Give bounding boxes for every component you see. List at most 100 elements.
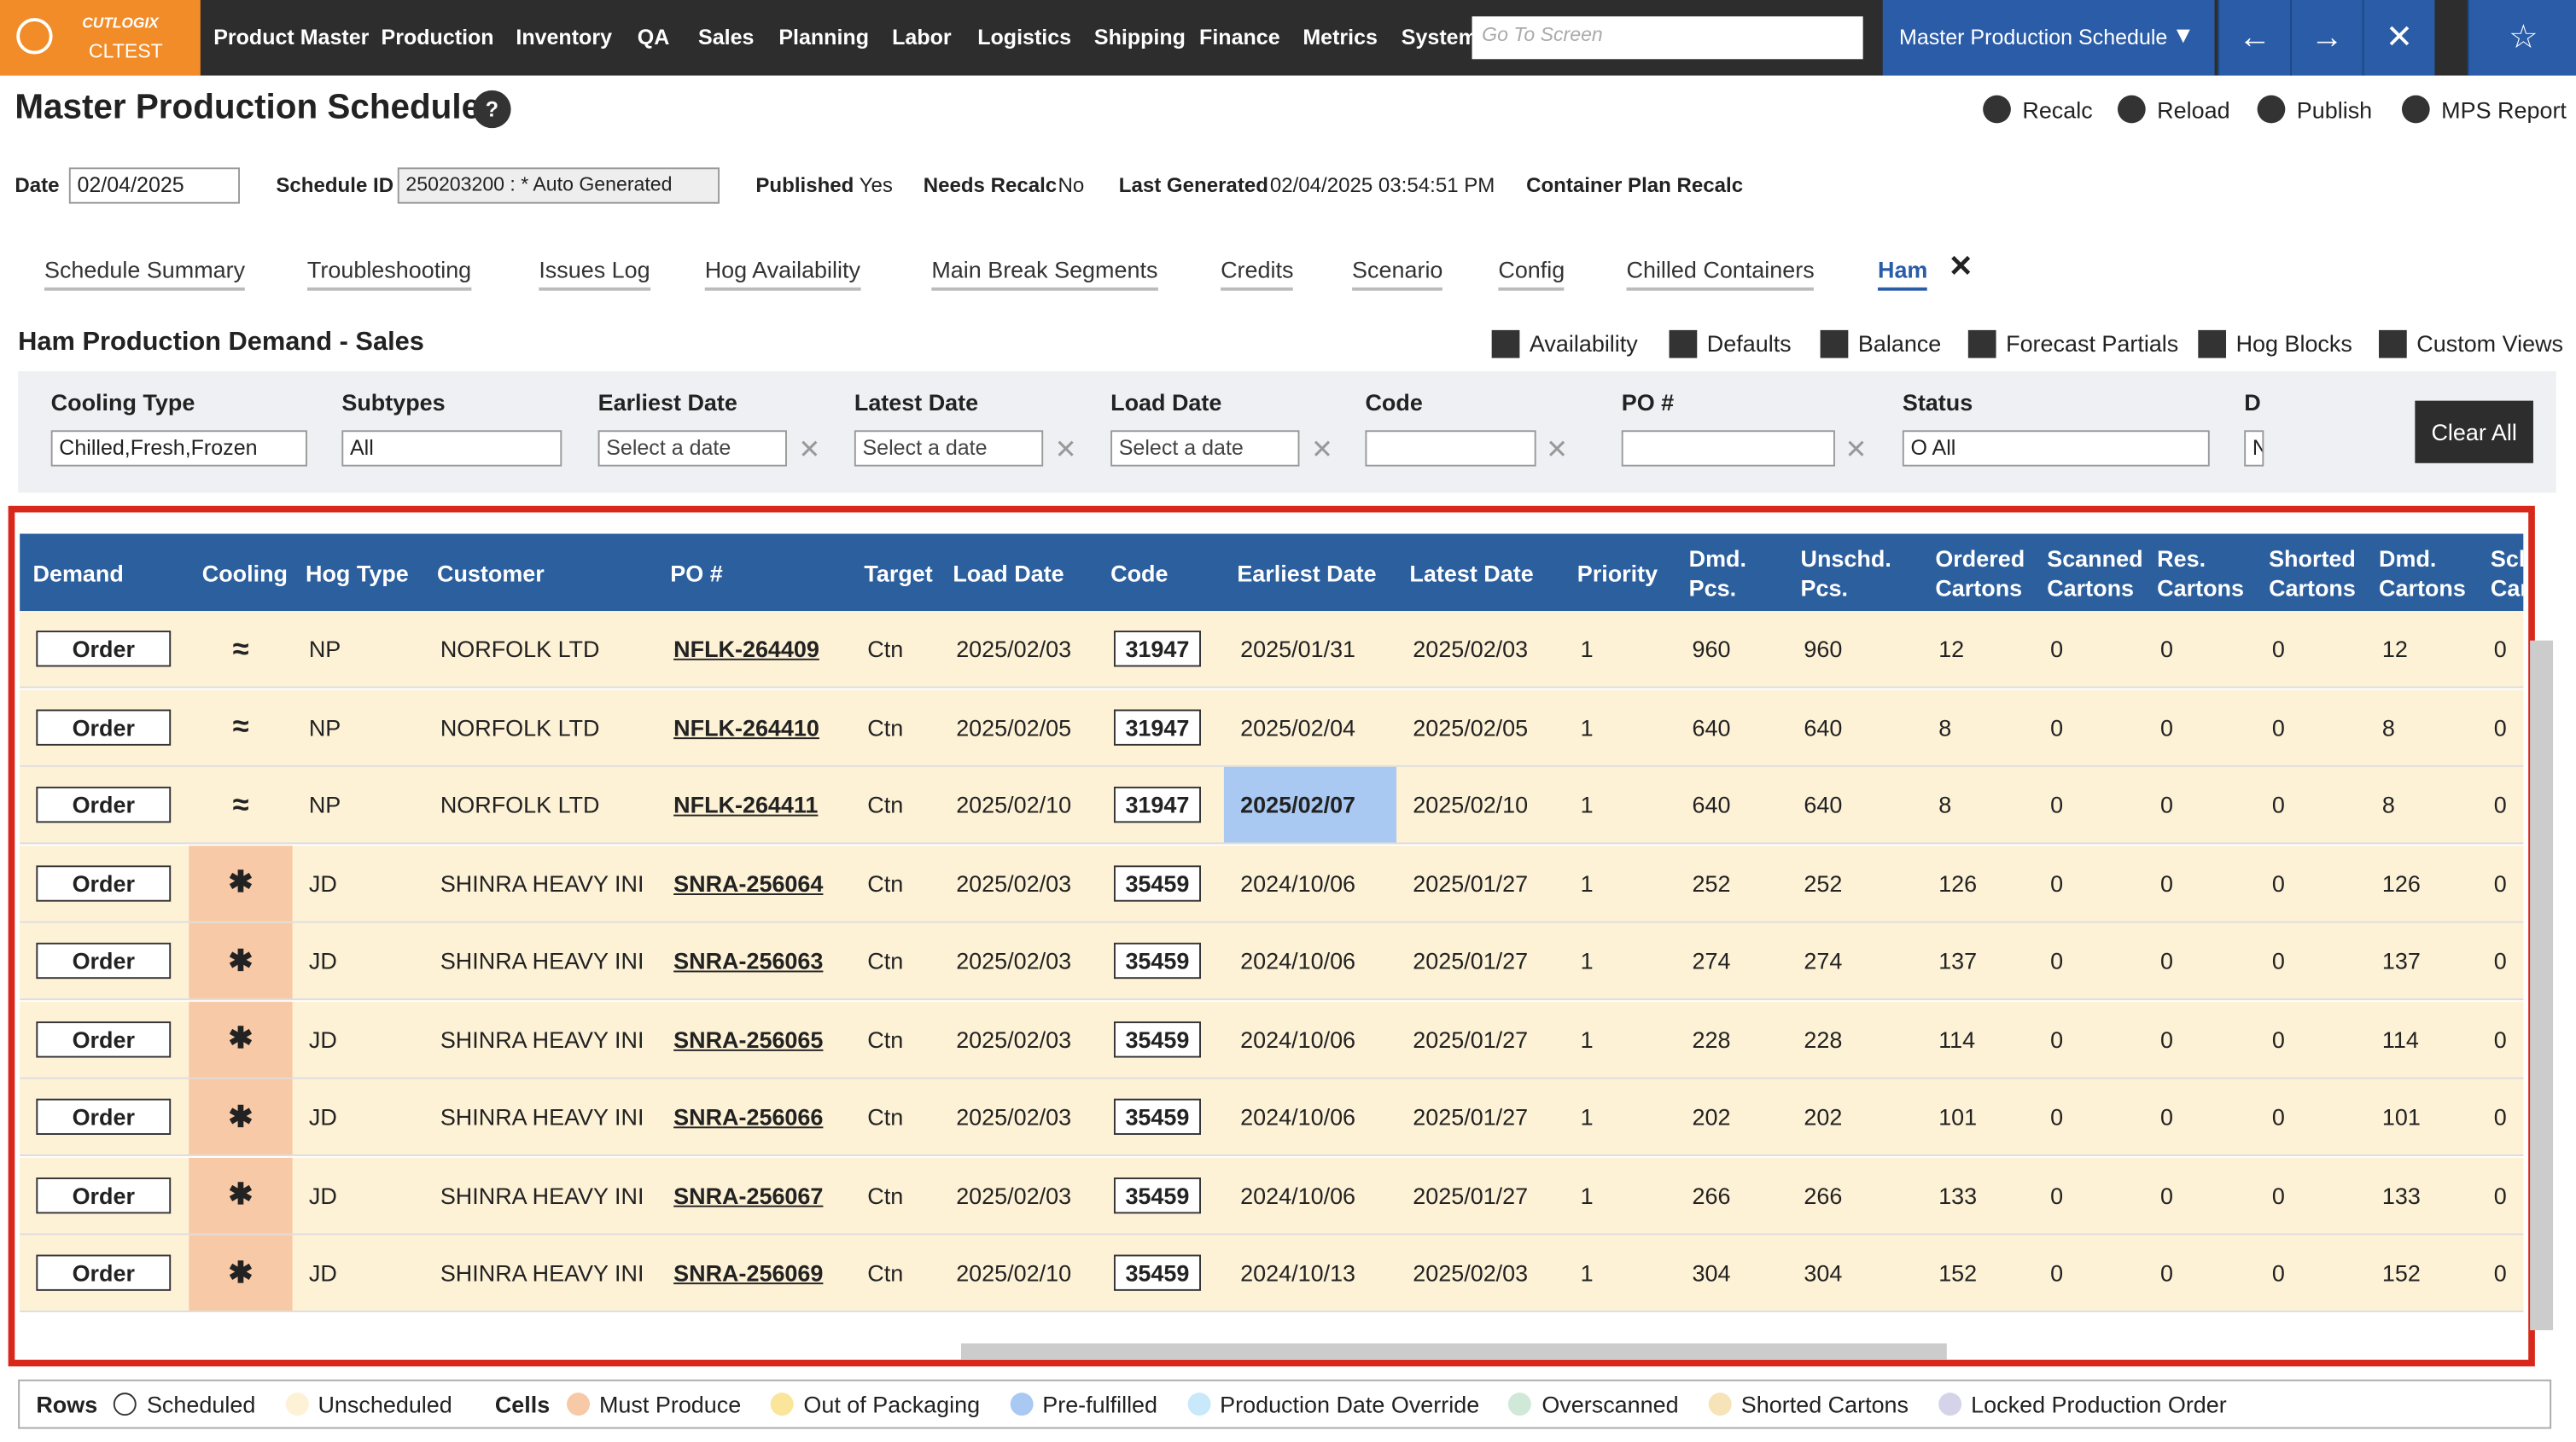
clear-all-button[interactable]: Clear All: [2415, 401, 2533, 463]
action-icon[interactable]: [2258, 96, 2286, 124]
tab[interactable]: Main Break Segments: [931, 256, 1157, 290]
menu-item[interactable]: Metrics: [1303, 25, 1378, 49]
back-button[interactable]: ←: [2218, 0, 2290, 76]
tool-button[interactable]: Availability: [1530, 330, 1638, 357]
po-link[interactable]: SNRA-256064: [673, 869, 823, 896]
order-button[interactable]: Order: [36, 1020, 171, 1056]
column-header[interactable]: Latest Date: [1396, 534, 1564, 611]
po-link[interactable]: SNRA-256066: [673, 1103, 823, 1130]
po-link[interactable]: SNRA-256065: [673, 1026, 823, 1052]
date-input[interactable]: 02/04/2025: [69, 167, 240, 203]
menu-item[interactable]: Inventory: [516, 25, 612, 49]
filter-input[interactable]: [1365, 430, 1536, 466]
column-header[interactable]: Target: [851, 534, 940, 611]
scrollbar-v[interactable]: [2530, 641, 2553, 1330]
po-link[interactable]: NFLK-264409: [673, 636, 819, 662]
column-header[interactable]: Priority: [1564, 534, 1676, 611]
tool-icon[interactable]: [2379, 330, 2407, 358]
filter-clear[interactable]: ✕: [1546, 433, 1568, 466]
column-header[interactable]: Earliest Date: [1224, 534, 1396, 611]
order-button[interactable]: Order: [36, 1099, 171, 1135]
column-header[interactable]: Code: [1098, 534, 1224, 611]
po-link[interactable]: NFLK-264411: [673, 792, 818, 818]
order-button[interactable]: Order: [36, 1255, 171, 1291]
schedule-id-select[interactable]: 250203200 : * Auto Generated: [398, 167, 720, 203]
column-header[interactable]: Dmd. Cartons: [2366, 534, 2478, 611]
search-box[interactable]: Go To Screen: [1472, 16, 1863, 59]
order-button[interactable]: Order: [36, 709, 171, 745]
column-header[interactable]: Load Date: [940, 534, 1098, 611]
column-header[interactable]: Ordered Cartons: [1922, 534, 2034, 611]
tab-close[interactable]: ✕: [1949, 250, 1973, 284]
column-header[interactable]: Unschd. Pcs.: [1787, 534, 1922, 611]
column-header[interactable]: PO #: [657, 534, 851, 611]
filter-clear[interactable]: ✕: [1311, 433, 1333, 466]
tab[interactable]: Chilled Containers: [1626, 256, 1814, 290]
forward-button[interactable]: →: [2290, 0, 2363, 76]
action-icon[interactable]: [2402, 96, 2430, 124]
filter-clear[interactable]: ✕: [1055, 433, 1077, 466]
tool-button[interactable]: Custom Views: [2416, 330, 2563, 357]
menu-item[interactable]: Finance: [1199, 25, 1280, 49]
order-button[interactable]: Order: [36, 864, 171, 900]
column-header[interactable]: Shorted Cartons: [2256, 534, 2366, 611]
filter-clear[interactable]: ✕: [1845, 433, 1867, 466]
menu-item[interactable]: QA: [638, 25, 670, 49]
help-icon[interactable]: ?: [473, 90, 510, 128]
tab[interactable]: Scenario: [1352, 256, 1442, 290]
po-link[interactable]: SNRA-256067: [673, 1182, 823, 1208]
column-header[interactable]: Scanned Cartons: [2034, 534, 2144, 611]
filter-select[interactable]: All: [341, 430, 562, 466]
column-header[interactable]: Sch Car: [2478, 534, 2524, 611]
close-button[interactable]: ✕: [2363, 0, 2435, 76]
tab[interactable]: Credits: [1221, 256, 1293, 290]
tool-icon[interactable]: [1670, 330, 1698, 358]
scrollbar-h[interactable]: [961, 1343, 1947, 1359]
menu-item[interactable]: Labor: [892, 25, 952, 49]
tab[interactable]: Ham: [1878, 256, 1927, 290]
filter-date[interactable]: Select a date: [854, 430, 1043, 466]
tool-button[interactable]: Hog Blocks: [2236, 330, 2352, 357]
logo[interactable]: CUTLOGIXCLTEST: [0, 0, 201, 76]
menu-item[interactable]: System: [1402, 25, 1477, 49]
tool-icon[interactable]: [2198, 330, 2226, 358]
po-link[interactable]: SNRA-256069: [673, 1259, 823, 1286]
po-link[interactable]: NFLK-264410: [673, 713, 819, 740]
menu-item[interactable]: Product Master: [213, 25, 369, 49]
order-button[interactable]: Order: [36, 1177, 171, 1212]
filter-select[interactable]: N: [2244, 430, 2264, 466]
menu-item[interactable]: Planning: [778, 25, 869, 49]
filter-input[interactable]: [1622, 430, 1835, 466]
po-link[interactable]: SNRA-256063: [673, 948, 823, 974]
tool-button[interactable]: Balance: [1858, 330, 1941, 357]
tab[interactable]: Issues Log: [539, 256, 650, 290]
column-header[interactable]: Demand: [20, 534, 189, 611]
action-button[interactable]: Publish: [2297, 97, 2372, 124]
order-button[interactable]: Order: [36, 943, 171, 979]
filter-select[interactable]: Chilled,Fresh,Frozen: [51, 430, 307, 466]
column-header[interactable]: Cooling: [189, 534, 292, 611]
column-header[interactable]: Customer: [424, 534, 657, 611]
tool-icon[interactable]: [1821, 330, 1849, 358]
action-button[interactable]: Recalc: [2022, 97, 2092, 124]
screen-select[interactable]: Master Production Schedule: [1883, 0, 2215, 76]
tool-button[interactable]: Forecast Partials: [2006, 330, 2178, 357]
action-icon[interactable]: [2118, 96, 2146, 124]
filter-clear[interactable]: ✕: [798, 433, 820, 466]
screen-caret[interactable]: ▼: [2172, 21, 2195, 48]
tab[interactable]: Schedule Summary: [44, 256, 245, 290]
tool-button[interactable]: Defaults: [1707, 330, 1792, 357]
action-button[interactable]: Reload: [2157, 97, 2229, 124]
filter-date[interactable]: Select a date: [1110, 430, 1299, 466]
tool-icon[interactable]: [1968, 330, 1996, 358]
filter-select[interactable]: O All: [1903, 430, 2210, 466]
menu-item[interactable]: Sales: [698, 25, 754, 49]
column-header[interactable]: Dmd. Pcs.: [1676, 534, 1787, 611]
tab[interactable]: Hog Availability: [705, 256, 860, 290]
menu-item[interactable]: Logistics: [977, 25, 1071, 49]
order-button[interactable]: Order: [36, 631, 171, 666]
tab[interactable]: Config: [1498, 256, 1565, 290]
filter-date[interactable]: Select a date: [598, 430, 787, 466]
column-header[interactable]: Hog Type: [293, 534, 424, 611]
favorite-button[interactable]: ☆: [2468, 0, 2576, 76]
